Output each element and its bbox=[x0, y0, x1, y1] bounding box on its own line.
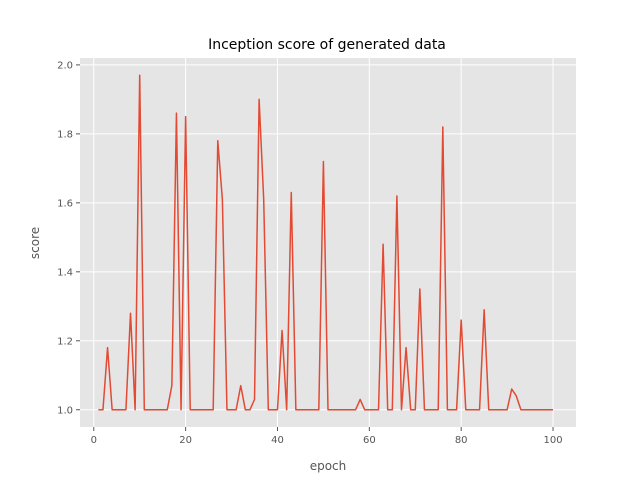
axis-ticks: 0 20 40 60 80 100 1.0 1.2 1.4 1.6 1.8 2.0 bbox=[57, 60, 562, 446]
y-axis-label: score bbox=[28, 227, 42, 259]
x-tick-label: 80 bbox=[455, 435, 468, 446]
y-tick-label: 1.8 bbox=[57, 129, 73, 140]
x-tick-label: 40 bbox=[271, 435, 284, 446]
x-tick-label: 100 bbox=[543, 435, 562, 446]
x-tick-label: 20 bbox=[179, 435, 192, 446]
y-tick-label: 2.0 bbox=[57, 60, 73, 71]
x-tick-label: 0 bbox=[91, 435, 97, 446]
chart-title: Inception score of generated data bbox=[208, 37, 446, 53]
y-tick-label: 1.2 bbox=[57, 336, 73, 347]
x-tick-label: 60 bbox=[363, 435, 376, 446]
y-tick-label: 1.6 bbox=[57, 198, 73, 209]
x-axis-label: epoch bbox=[310, 459, 347, 473]
series-line bbox=[98, 74, 554, 411]
y-tick-label: 1.0 bbox=[57, 405, 73, 416]
grid-lines bbox=[80, 58, 576, 427]
y-tick-label: 1.4 bbox=[57, 267, 73, 278]
plot-background bbox=[80, 58, 576, 427]
